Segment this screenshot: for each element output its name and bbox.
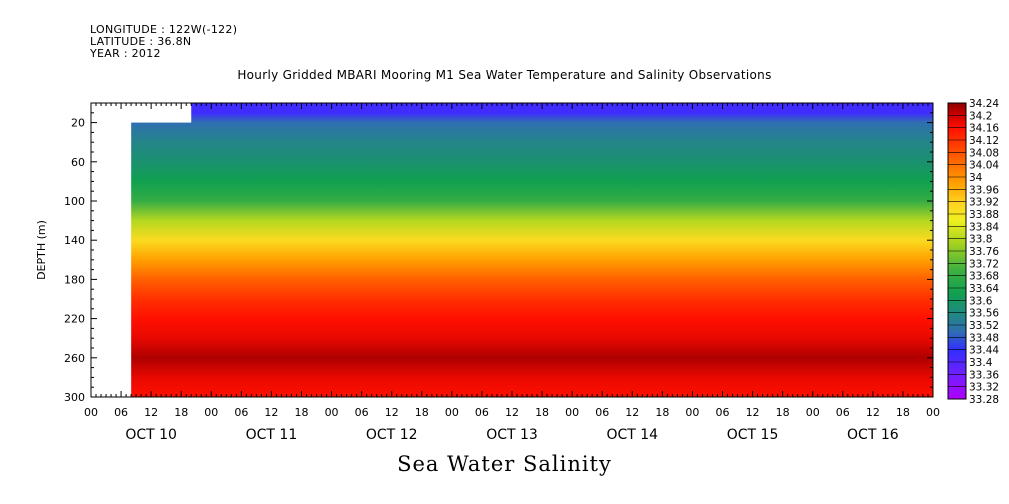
x-day-label: OCT 10 xyxy=(125,427,177,443)
y-tick-label: 260 xyxy=(64,352,85,365)
colorbar-label: 33.76 xyxy=(969,246,999,258)
y-tick-label: 60 xyxy=(71,156,85,169)
y-tick-label: 180 xyxy=(64,273,85,286)
y-tick-label: 20 xyxy=(71,117,85,130)
x-tick-label: 12 xyxy=(385,406,399,419)
x-day-label: OCT 13 xyxy=(486,427,538,443)
colorbar-label: 33.88 xyxy=(969,209,999,221)
chart-subtitle: Sea Water Salinity xyxy=(397,452,612,476)
plot-area xyxy=(91,103,933,397)
colorbar-label: 33.64 xyxy=(969,283,999,295)
x-tick-label: 18 xyxy=(535,406,549,419)
x-tick-label: 06 xyxy=(114,406,128,419)
colorbar-label: 33.28 xyxy=(969,394,999,406)
x-tick-label: 18 xyxy=(415,406,429,419)
x-tick-label: 00 xyxy=(445,406,459,419)
x-tick-label: 06 xyxy=(836,406,850,419)
longitude-label: LONGITUDE : 122W(-122) xyxy=(90,23,238,36)
colorbar-label: 33.32 xyxy=(969,382,999,394)
x-tick-label: 18 xyxy=(174,406,188,419)
salinity-field xyxy=(131,103,933,397)
x-tick-label: 00 xyxy=(926,406,940,419)
y-tick-label: 220 xyxy=(64,313,85,326)
year-label: YEAR : 2012 xyxy=(90,47,161,60)
x-tick-label: 00 xyxy=(806,406,820,419)
colorbar-label: 33.48 xyxy=(969,332,999,344)
colorbar-label: 33.36 xyxy=(969,369,999,381)
colorbar-label: 33.44 xyxy=(969,345,999,357)
y-tick-label: 140 xyxy=(64,234,85,247)
colorbar-label: 33.56 xyxy=(969,308,999,320)
x-tick-label: 06 xyxy=(595,406,609,419)
x-day-label: OCT 11 xyxy=(246,427,298,443)
x-tick-label: 00 xyxy=(685,406,699,419)
x-tick-label: 18 xyxy=(295,406,309,419)
colorbar-label: 34 xyxy=(969,172,983,184)
x-day-label: OCT 15 xyxy=(727,427,779,443)
colorbar-label: 33.8 xyxy=(969,234,992,246)
x-tick-label: 18 xyxy=(896,406,910,419)
x-tick-label: 06 xyxy=(475,406,489,419)
x-tick-label: 00 xyxy=(325,406,339,419)
colorbar: 34.2434.234.1634.1234.0834.043433.9633.9… xyxy=(947,98,999,406)
colorbar-label: 34.24 xyxy=(969,98,999,110)
latitude-label: LATITUDE : 36.8N xyxy=(90,35,192,48)
colorbar-label: 34.2 xyxy=(969,110,992,122)
x-tick-label: 12 xyxy=(505,406,519,419)
colorbar-label: 33.68 xyxy=(969,271,999,283)
x-tick-label: 00 xyxy=(204,406,218,419)
colorbar-label: 33.52 xyxy=(969,320,999,332)
colorbar-label: 33.96 xyxy=(969,184,999,196)
x-tick-label: 12 xyxy=(866,406,880,419)
y-axis-label: DEPTH (m) xyxy=(35,220,48,280)
colorbar-label: 34.04 xyxy=(969,160,999,172)
colorbar-label: 33.84 xyxy=(969,221,999,233)
x-tick-label: 18 xyxy=(655,406,669,419)
x-tick-label: 12 xyxy=(144,406,158,419)
x-tick-label: 06 xyxy=(355,406,369,419)
x-tick-label: 06 xyxy=(716,406,730,419)
y-tick-label: 100 xyxy=(64,195,85,208)
colorbar-label: 33.6 xyxy=(969,295,993,307)
x-tick-label: 06 xyxy=(234,406,248,419)
colorbar-label: 33.72 xyxy=(969,258,999,270)
x-day-label: OCT 12 xyxy=(366,427,418,443)
x-day-label: OCT 14 xyxy=(606,427,658,443)
x-tick-label: 12 xyxy=(625,406,639,419)
x-tick-label: 12 xyxy=(746,406,760,419)
colorbar-label: 34.12 xyxy=(969,135,999,147)
x-tick-label: 12 xyxy=(264,406,278,419)
y-tick-label: 300 xyxy=(64,391,85,404)
axes: 20 60 100 140 180 220 260 300 DEPTH (m) 00 06 12 18 0… xyxy=(35,103,940,443)
colorbar-label: 34.08 xyxy=(969,147,999,159)
x-tick-label: 18 xyxy=(776,406,790,419)
x-tick-label: 00 xyxy=(565,406,579,419)
colorbar-label: 33.92 xyxy=(969,197,999,209)
colorbar-label: 33.4 xyxy=(969,357,993,369)
colorbar-label: 34.16 xyxy=(969,123,999,135)
chart-title: Hourly Gridded MBARI Mooring M1 Sea Wate… xyxy=(237,68,772,82)
x-tick-label: 00 xyxy=(84,406,98,419)
no-data-region xyxy=(91,103,132,397)
x-day-label: OCT 16 xyxy=(847,427,899,443)
